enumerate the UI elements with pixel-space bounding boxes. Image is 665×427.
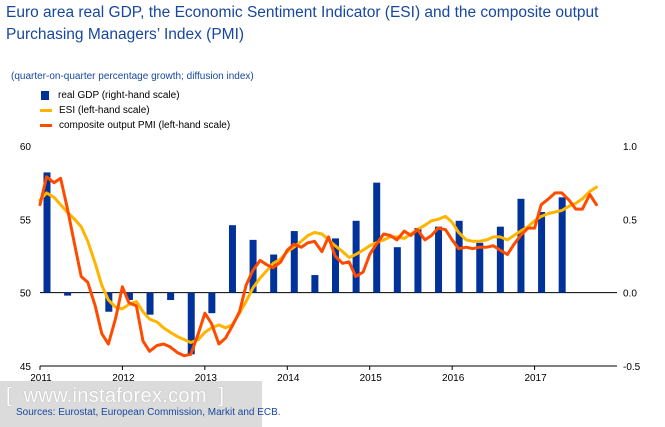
- y-right-tick-label: 0.0: [623, 289, 637, 300]
- gdp-bar: [290, 231, 298, 293]
- pmi-line: [38, 175, 598, 358]
- watermark-band: [0, 381, 262, 427]
- x-tick-label: 2015: [360, 373, 383, 384]
- legend: real GDP (right-hand scale) ESI (left-ha…: [40, 88, 230, 133]
- source-note: Sources: Eurostat, European Commission, …: [16, 407, 281, 418]
- y-left-tick-label: 50: [20, 289, 32, 300]
- x-tick-label: 2017: [524, 373, 547, 384]
- gdp-bar: [393, 247, 401, 293]
- x-tick-label: 2012: [112, 373, 135, 384]
- watermark-label: www.instaforex.com: [23, 385, 207, 407]
- x-tick-label: 2013: [195, 373, 218, 384]
- gdp-bar: [517, 198, 525, 293]
- gdp-bar: [125, 292, 133, 300]
- gdp-bar: [43, 172, 51, 293]
- legend-swatch-pmi: [40, 124, 52, 127]
- gdp-bar: [64, 292, 72, 296]
- esi-line: [38, 185, 598, 344]
- y-left-tick-label: 45: [20, 362, 32, 373]
- legend-item-gdp: real GDP (right-hand scale): [40, 88, 230, 103]
- x-tick-label: 2011: [30, 373, 52, 384]
- x-tick-label: 2016: [442, 373, 465, 384]
- gdp-bar: [187, 292, 195, 355]
- legend-label-pmi: composite output PMI (left-hand scale): [59, 120, 231, 131]
- gdp-bar: [249, 239, 257, 293]
- gdp-bar: [455, 220, 463, 293]
- y-right-tick-label: 0.5: [623, 215, 637, 226]
- legend-item-esi: ESI (left-hand scale): [40, 103, 230, 118]
- gdp-bar: [167, 292, 175, 300]
- gdp-bar: [146, 292, 154, 315]
- gdp-bar: [538, 212, 546, 293]
- legend-swatch-esi: [40, 109, 52, 112]
- gdp-bar: [352, 220, 360, 293]
- gdp-bar: [270, 254, 278, 293]
- chart-subtitle: (quarter-on-quarter percentage growth; d…: [11, 71, 254, 82]
- gdp-bar: [332, 238, 339, 293]
- legend-label-gdp: real GDP (right-hand scale): [58, 90, 180, 101]
- gdp-bar: [414, 228, 422, 293]
- watermark-bracket-right: ]: [206, 385, 225, 407]
- gdp-bar: [435, 226, 443, 293]
- x-tick-label: 2014: [277, 373, 300, 384]
- gdp-bar: [496, 226, 504, 293]
- gdp-bar: [228, 225, 236, 293]
- y-right-tick-label: 1.0: [623, 142, 637, 153]
- y-left-tick-label: 55: [20, 215, 32, 226]
- gdp-bar: [373, 182, 381, 293]
- y-right-tick-label: -0.5: [623, 362, 641, 373]
- legend-item-pmi: composite output PMI (left-hand scale): [40, 118, 230, 133]
- gdp-bar: [311, 275, 319, 293]
- gdp-bar: [208, 292, 216, 314]
- watermark-bracket-left: [: [6, 385, 24, 407]
- legend-label-esi: ESI (left-hand scale): [59, 105, 150, 116]
- chart-title: Euro area real GDP, the Economic Sentime…: [6, 4, 599, 43]
- gdp-bar: [476, 242, 484, 293]
- gdp-bar: [558, 197, 566, 293]
- legend-swatch-gdp: [41, 91, 49, 100]
- y-left-tick-label: 60: [20, 142, 32, 153]
- watermark-text: [ www.instaforex.com ]: [6, 385, 224, 408]
